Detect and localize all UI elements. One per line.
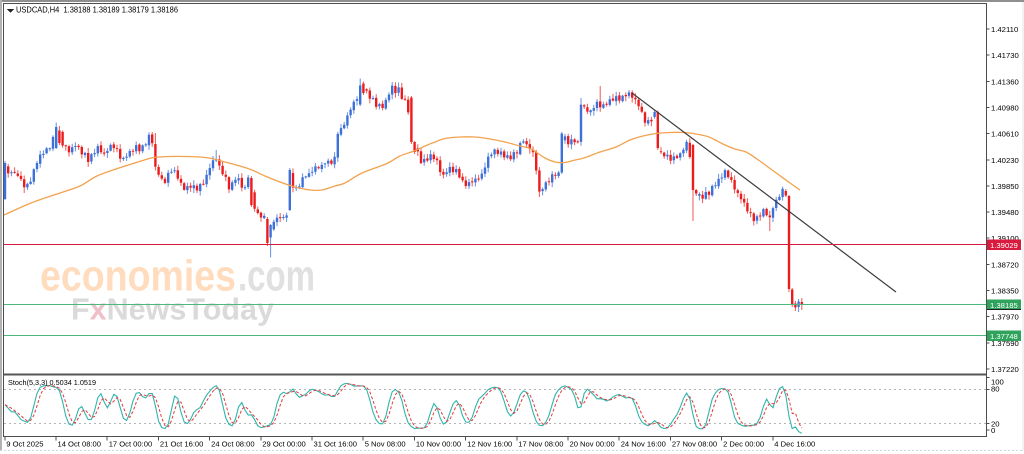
svg-text:17 Nov 08:00: 17 Nov 08:00 — [518, 440, 563, 449]
svg-text:20 Nov 00:00: 20 Nov 00:00 — [570, 440, 615, 449]
svg-text:1.38185: 1.38185 — [990, 301, 1018, 310]
svg-text:9 Oct 2025: 9 Oct 2025 — [6, 440, 43, 449]
svg-text:29 Oct 00:00: 29 Oct 00:00 — [262, 440, 305, 449]
svg-text:1.40230: 1.40230 — [991, 156, 1019, 165]
svg-text:1.39029: 1.39029 — [990, 241, 1018, 250]
svg-text:1.39480: 1.39480 — [991, 208, 1019, 217]
svg-text:12 Nov 16:00: 12 Nov 16:00 — [467, 440, 512, 449]
svg-text:2 Dec 00:00: 2 Dec 00:00 — [723, 440, 764, 449]
svg-text:80: 80 — [991, 384, 1000, 393]
svg-text:31 Oct 16:00: 31 Oct 16:00 — [314, 440, 357, 449]
svg-text:10 Nov 00:00: 10 Nov 00:00 — [416, 440, 461, 449]
svg-text:20: 20 — [991, 420, 1000, 429]
svg-text:1.41730: 1.41730 — [991, 51, 1019, 60]
svg-text:FxNewsToday: FxNewsToday — [71, 292, 275, 327]
svg-text:27 Nov 08:00: 27 Nov 08:00 — [672, 440, 717, 449]
svg-text:1.37748: 1.37748 — [990, 332, 1018, 341]
svg-text:5 Nov 08:00: 5 Nov 08:00 — [365, 440, 406, 449]
svg-text:21 Oct 16:00: 21 Oct 16:00 — [160, 440, 203, 449]
svg-text:14 Oct 08:00: 14 Oct 08:00 — [58, 440, 101, 449]
svg-text:17 Oct 00:00: 17 Oct 00:00 — [109, 440, 152, 449]
svg-text:.com: .com — [238, 252, 315, 301]
svg-text:1.38350: 1.38350 — [991, 287, 1019, 296]
svg-text:1.37220: 1.37220 — [991, 365, 1019, 374]
svg-text:0: 0 — [991, 426, 995, 435]
svg-text:USDCAD,H4 1.38188 1.38189 1.3: USDCAD,H4 1.38188 1.38189 1.38179 1.3818… — [16, 5, 178, 15]
svg-text:1.37590: 1.37590 — [991, 339, 1019, 348]
svg-text:1.39850: 1.39850 — [991, 182, 1019, 191]
svg-text:1.42110: 1.42110 — [991, 25, 1018, 34]
svg-text:1.40980: 1.40980 — [991, 103, 1019, 112]
svg-text:economies: economies — [40, 252, 236, 301]
svg-text:1.41360: 1.41360 — [991, 77, 1019, 86]
svg-text:24 Oct 08:00: 24 Oct 08:00 — [211, 440, 254, 449]
svg-text:4 Dec 16:00: 4 Dec 16:00 — [774, 440, 815, 449]
svg-text:24 Nov 16:00: 24 Nov 16:00 — [621, 440, 666, 449]
svg-text:Stoch(5,3,3) 0.5034 1.0519: Stoch(5,3,3) 0.5034 1.0519 — [8, 378, 96, 387]
svg-text:1.40610: 1.40610 — [991, 130, 1019, 139]
svg-text:1.39100: 1.39100 — [991, 234, 1019, 243]
svg-text:1.38720: 1.38720 — [991, 260, 1019, 269]
svg-text:1.37970: 1.37970 — [991, 313, 1019, 322]
svg-text:100: 100 — [991, 378, 1004, 387]
